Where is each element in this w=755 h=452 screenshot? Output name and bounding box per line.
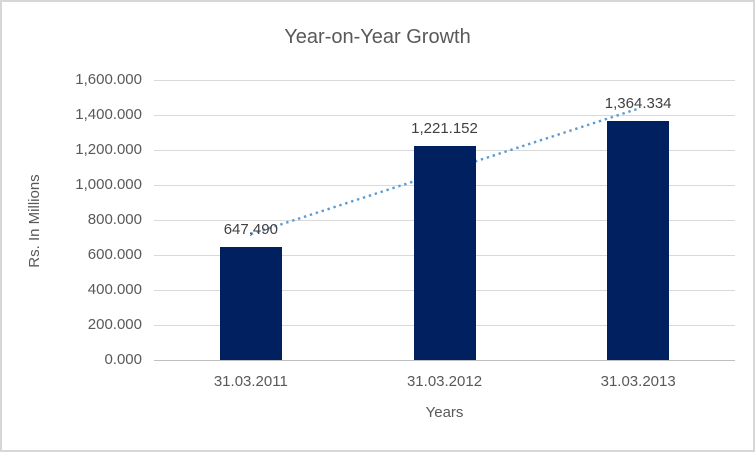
- y-tick-label: 1,400.000: [75, 106, 142, 123]
- y-tick-label: 600.000: [87, 246, 142, 263]
- x-tick-label: 31.03.2011: [213, 373, 288, 390]
- data-label: 1,221.152: [411, 120, 478, 138]
- x-tick-label: 31.03.2012: [406, 373, 483, 390]
- gridline: [154, 80, 735, 81]
- plot-area: 647,490 1,221.152 1,364.334: [154, 80, 735, 361]
- data-label: 647,490: [223, 220, 278, 238]
- y-tick-label: 0.000: [104, 351, 142, 368]
- bar-31.03.2011: [219, 246, 282, 360]
- y-tick-label: 1,600.000: [75, 71, 142, 88]
- y-tick-label: 200.000: [87, 316, 142, 333]
- x-tick-label: 31.03.2013: [600, 373, 676, 390]
- y-tick-label: 800.000: [87, 211, 142, 228]
- data-label: 1,364.334: [604, 95, 672, 113]
- y-tick-label: 1,200.000: [75, 141, 142, 158]
- chart-title: Year-on-Year Growth: [284, 26, 471, 48]
- x-axis-line: [154, 360, 735, 361]
- y-axis-labels: 1,600.000 1,400.000 1,200.000 1,000.000 800.…: [2, 71, 142, 368]
- gridline: [154, 115, 735, 116]
- bar-31.03.2013: [607, 121, 670, 360]
- x-axis-title: Years: [425, 404, 464, 421]
- bars: 647,490 1,221.152 1,364.334: [154, 80, 735, 360]
- x-axis-labels: 31.03.2011 31.03.2012 31.03.2013: [2, 373, 753, 391]
- bar-31.03.2012: [413, 146, 476, 360]
- y-tick-label: 1,000.000: [75, 176, 142, 193]
- y-tick-label: 400.000: [87, 281, 142, 298]
